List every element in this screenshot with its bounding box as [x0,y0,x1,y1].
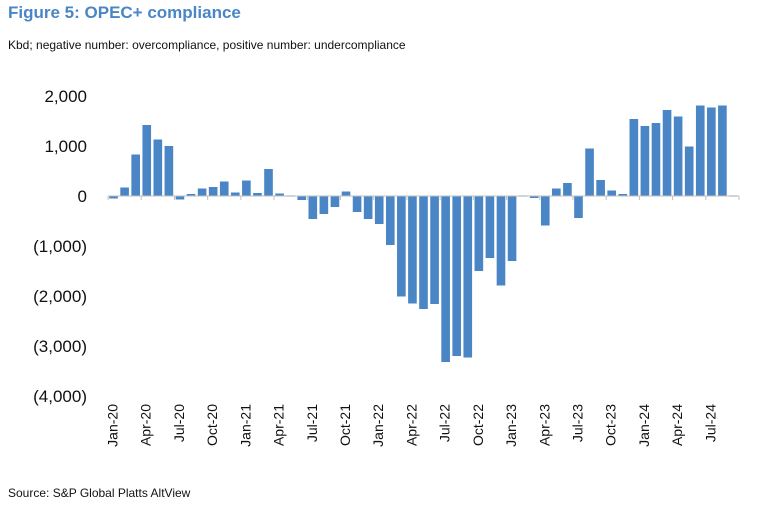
x-tick-label: Oct-22 [470,404,486,446]
bar-May-20 [153,139,163,196]
bar-May-23 [552,188,561,196]
bar-Jan-21 [242,180,251,196]
x-tick-label: Oct-21 [337,404,353,446]
bar-Jan-22 [374,196,384,224]
bar-Jan-20 [109,196,118,199]
bar-Jun-23 [563,183,572,196]
x-tick-label: Oct-20 [204,404,220,446]
x-tick-label: Jul-22 [437,404,453,442]
bar-Feb-24 [651,123,661,196]
bar-Apr-22 [408,196,417,304]
x-tick-label: Apr-24 [669,404,685,446]
bar-Dec-22 [496,196,506,286]
x-tick-label: Jul-21 [304,404,320,442]
x-tick-label: Jul-20 [171,404,187,442]
x-tick-label: Apr-22 [403,404,419,446]
chart-subtitle: Kbd; negative number: overcompliance, po… [8,38,406,52]
bar-Oct-20 [208,187,218,196]
bar-Nov-21 [352,196,362,212]
bar-Jun-21 [297,196,307,200]
bar-Jan-24 [640,126,650,196]
bar-Mar-20 [131,154,140,196]
bar-Oct-23 [607,190,617,196]
bar-Feb-22 [385,196,395,245]
bar-Aug-24 [718,105,727,196]
bar-Apr-20 [142,125,152,196]
bar-Aug-20 [186,194,196,196]
y-tick-label: 2,000 [44,87,87,106]
x-tick-label: Jan-20 [105,404,121,447]
bar-Apr-21 [275,193,284,196]
bar-Sep-23 [596,180,605,196]
x-tick-label: Apr-23 [536,404,552,446]
bar-Dec-21 [363,196,373,219]
bar-Feb-21 [253,193,262,196]
bar-Mar-23 [529,196,539,198]
y-tick-label: 0 [78,187,87,206]
bar-Jul-24 [707,107,716,196]
bar-Sep-21 [330,196,340,207]
y-tick-label: (4,000) [33,387,87,406]
bar-Oct-22 [474,196,484,271]
bar-May-24 [684,146,694,196]
x-tick-label: Jul-24 [702,404,718,442]
y-tick-label: (1,000) [33,237,87,256]
bar-Sep-20 [197,188,207,196]
bar-Mar-21 [264,169,273,196]
bar-May-22 [419,196,428,309]
bar-Dec-20 [230,192,240,196]
chart-title: Figure 5: OPEC+ compliance [8,3,241,22]
bar-Nov-22 [485,196,495,258]
source-note: Source: S&P Global Platts AltView [8,486,191,500]
bar-Aug-23 [585,148,594,196]
x-tick-label: Apr-21 [271,404,287,446]
bar-Jun-24 [695,105,705,196]
x-tick-label: Oct-23 [603,404,619,446]
bar-Jul-21 [308,196,318,219]
y-tick-label: 1,000 [44,137,87,156]
y-tick-label: (3,000) [33,337,87,356]
y-tick-label: (2,000) [33,287,87,306]
x-tick-label: Apr-20 [138,404,154,446]
bar-Jul-23 [574,196,583,218]
bar-Jun-20 [164,146,174,196]
bar-Oct-21 [341,191,351,196]
x-tick-label: Jan-24 [636,404,652,447]
bar-Mar-22 [397,196,406,297]
bar-Dec-23 [629,119,639,196]
bar-Mar-24 [662,110,672,196]
bar-Jul-20 [175,196,185,200]
bar-Aug-21 [319,196,329,214]
bar-Aug-22 [452,196,462,356]
bar-Feb-20 [120,187,129,196]
bar-Jul-22 [441,196,450,362]
bar-Sep-22 [463,196,473,358]
bar-Jun-22 [430,196,439,304]
bar-Nov-23 [618,194,628,196]
x-tick-label: Jul-23 [570,404,586,442]
bar-Jan-23 [507,196,517,261]
bar-Nov-20 [219,181,229,196]
bar-Apr-24 [673,116,683,196]
x-tick-label: Jan-21 [237,404,253,447]
bar-Apr-23 [540,196,550,226]
x-tick-label: Jan-23 [503,404,519,447]
x-tick-label: Jan-22 [370,404,386,447]
